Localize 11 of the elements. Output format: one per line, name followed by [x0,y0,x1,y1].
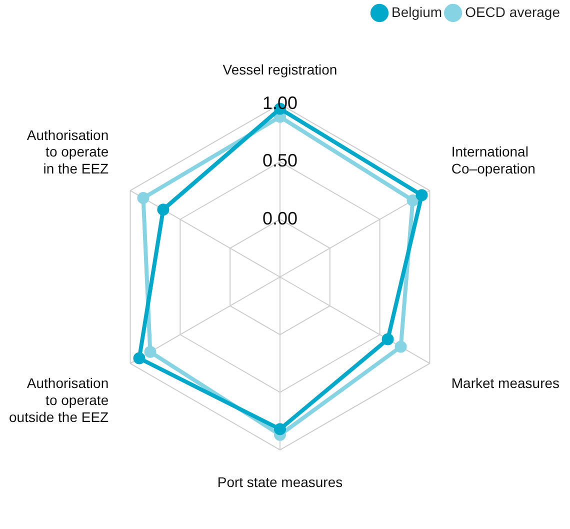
spoke-label: Authorisation to operate outside the EEZ [8,375,110,425]
spoke-label: Vessel registration [222,62,338,78]
legend-label: OECD average [465,4,560,20]
y-tick-label: 0.50 [262,150,298,171]
legend-label: Belgium [391,4,442,20]
spoke-label: Authorisation to operate in the EEZ [26,126,110,177]
spoke-label: International Co–operation [451,144,536,177]
y-tick-label: 1.00 [262,93,298,114]
y-tick-label: 0.00 [262,208,298,228]
spoke-label: Market measures [451,375,560,392]
spoke-label: Port state measures [217,474,343,490]
